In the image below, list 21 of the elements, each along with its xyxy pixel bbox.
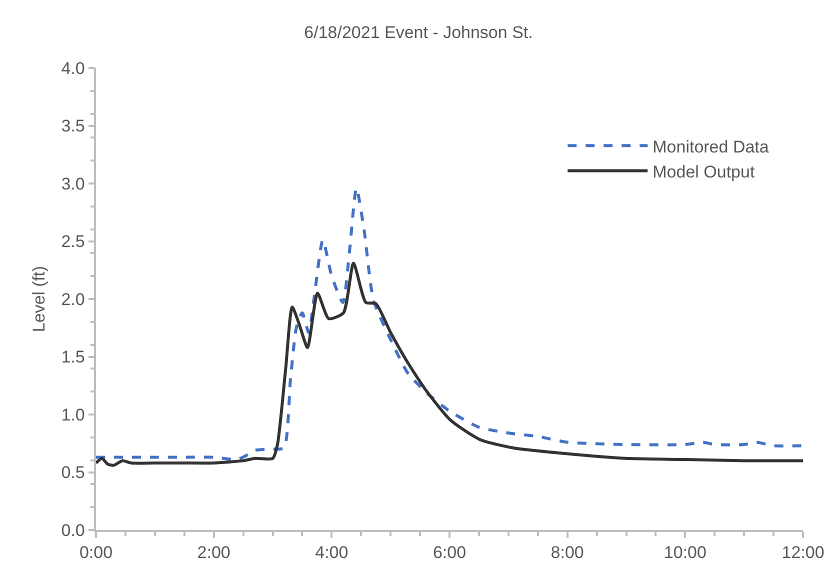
y-tick-label: 1.5 <box>61 348 85 367</box>
y-tick-label: 4.0 <box>61 58 85 78</box>
y-tick-label: 0.5 <box>61 463 85 482</box>
x-tick-label: 2:00 <box>197 543 230 562</box>
line-series <box>96 262 803 467</box>
legend-label: Monitored Data <box>652 137 770 156</box>
legend-label: Model Output <box>652 162 755 182</box>
x-tick-label: 8:00 <box>550 543 584 562</box>
y-tick-label: 2.0 <box>61 290 85 309</box>
y-tick-label: 0.0 <box>61 520 85 540</box>
x-tick-label: 6:00 <box>432 543 466 562</box>
y-tick-label: 3.5 <box>61 116 85 136</box>
x-tick-label: 4:00 <box>315 543 348 562</box>
y-axis-title: Level (ft) <box>29 266 48 332</box>
chart-title: 6/18/2021 Event - Johnson St. <box>304 22 533 42</box>
y-tick-label: 2.5 <box>61 232 85 252</box>
x-tick-label: 10:00 <box>664 543 706 562</box>
x-tick-label: 0:00 <box>79 543 113 562</box>
y-tick-label: 3.0 <box>61 174 85 194</box>
y-tick-label: 1.0 <box>61 405 85 424</box>
x-tick-label: 12:00 <box>782 543 824 562</box>
